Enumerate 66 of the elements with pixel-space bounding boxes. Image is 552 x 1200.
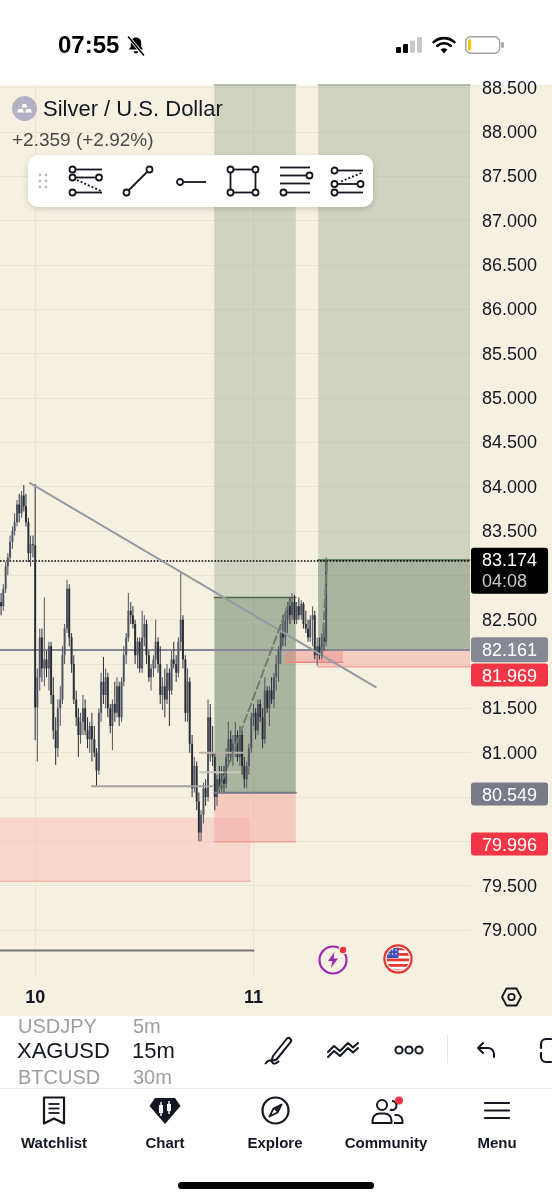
candlestick xyxy=(161,677,164,711)
y-tick-label: 85.000 xyxy=(482,388,538,408)
text: Silver / U.S. Dollar xyxy=(43,95,223,121)
candlestick xyxy=(293,594,296,625)
text: 07:55 xyxy=(58,31,120,59)
y-tick-label: 85.500 xyxy=(482,343,538,364)
text: 15m xyxy=(132,1038,175,1064)
text: +2.359 (+2.92%) xyxy=(12,129,154,150)
y-tick-label: 86.000 xyxy=(482,299,538,320)
text: Community xyxy=(344,1134,428,1152)
candlestick xyxy=(186,668,189,722)
text: 30m xyxy=(133,1065,172,1089)
x-tick-label: 11 xyxy=(243,987,263,1007)
candlestick xyxy=(141,610,144,673)
y-tick-label: 82.500 xyxy=(482,609,538,630)
text: Watchlist xyxy=(20,1134,88,1152)
candlestick xyxy=(166,664,168,704)
candlestick xyxy=(170,650,173,696)
candlestick xyxy=(129,601,132,625)
candlestick xyxy=(207,699,210,802)
text: XAGUSD xyxy=(17,1038,110,1064)
y-tick-label: 79.000 xyxy=(482,920,538,941)
candlestick xyxy=(102,656,105,704)
text: BTCUSD xyxy=(18,1065,101,1089)
candlestick xyxy=(209,703,212,762)
candlestick xyxy=(257,699,260,735)
text: 80.549 xyxy=(471,782,549,806)
y-tick-label: 87.000 xyxy=(482,210,538,231)
text: 5m xyxy=(133,1014,161,1038)
y-tick-label: 88.500 xyxy=(482,77,538,98)
candlestick xyxy=(43,597,46,687)
candlestick xyxy=(113,681,116,722)
y-tick-label: 84.000 xyxy=(482,476,538,497)
x-tick-label: 10 xyxy=(25,987,46,1007)
text: 79.996 xyxy=(471,832,549,855)
candlestick xyxy=(254,708,257,740)
candlestick xyxy=(204,779,207,806)
candlestick xyxy=(302,601,305,629)
text: Menu xyxy=(477,1134,517,1152)
candlestick xyxy=(163,668,166,718)
candlestick xyxy=(20,491,23,518)
candlestick xyxy=(136,637,139,669)
text: 81.969 xyxy=(471,663,549,686)
candlestick xyxy=(45,650,48,678)
y-tick-label: 87.500 xyxy=(482,166,538,187)
y-tick-label: 83.500 xyxy=(482,521,538,541)
candlestick xyxy=(118,681,121,727)
y-tick-label: 88.000 xyxy=(482,121,538,142)
candlestick xyxy=(270,677,273,704)
y-tick-label: 79.500 xyxy=(482,875,538,896)
text: Explore xyxy=(247,1134,303,1152)
text: Chart xyxy=(145,1134,185,1152)
y-tick-label: 86.500 xyxy=(482,255,538,275)
candlestick xyxy=(193,757,196,793)
text: USDJPY xyxy=(18,1014,97,1038)
candlestick xyxy=(295,601,298,625)
candlestick xyxy=(18,493,21,523)
candlestick xyxy=(104,668,107,709)
candlestick xyxy=(168,668,171,727)
y-tick-label: 84.500 xyxy=(482,432,538,453)
ref-line-label: 83.174 04:08 xyxy=(482,550,538,592)
y-tick-label: 81.000 xyxy=(482,742,538,763)
candlestick xyxy=(90,712,93,762)
candlestick xyxy=(311,606,314,647)
ref-line-label: 82.161 xyxy=(482,639,538,660)
y-tick-label: 81.500 xyxy=(482,698,538,719)
